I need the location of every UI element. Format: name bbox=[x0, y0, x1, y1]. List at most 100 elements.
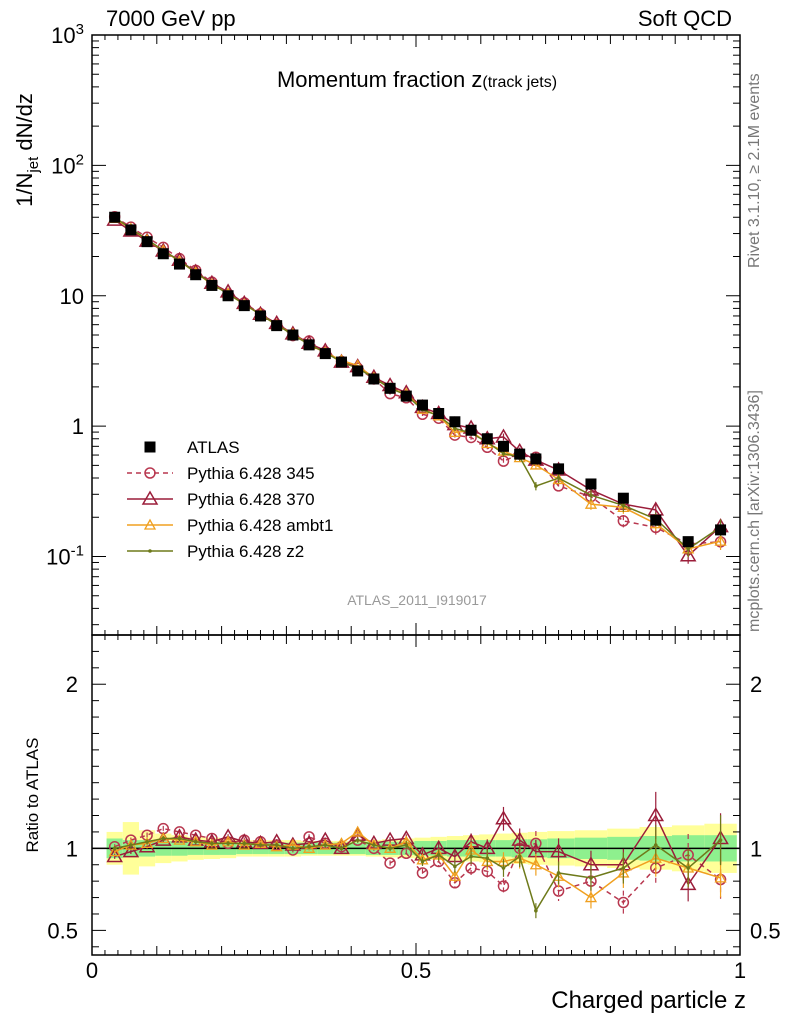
ratio-y-tick-label: 2 bbox=[66, 672, 78, 697]
pythia-z2-ratio-point bbox=[307, 844, 311, 849]
legend-label-pythia-ambt1: Pythia 6.428 ambt1 bbox=[187, 516, 333, 535]
ratio-y-tick-label-right: 1 bbox=[750, 836, 762, 861]
atlas-data-point bbox=[650, 514, 662, 526]
legend-marker-pythia-370 bbox=[141, 490, 159, 505]
pythia-z2-ratio-point bbox=[436, 853, 441, 857]
legend-label-pythia-345: Pythia 6.428 345 bbox=[187, 464, 315, 483]
atlas-data-point bbox=[190, 269, 202, 281]
atlas-data-point bbox=[303, 339, 315, 351]
atlas-data-point bbox=[433, 407, 445, 419]
analysis-id-label: ATLAS_2011_I919017 bbox=[347, 592, 487, 608]
atlas-data-point bbox=[368, 373, 380, 385]
pythia-ambt1-ratio-point bbox=[351, 825, 364, 837]
pythia-z2-ratio-point bbox=[453, 864, 457, 869]
pythia-z2-ratio-point bbox=[469, 854, 473, 859]
pythia-345-ratio-point bbox=[497, 880, 510, 892]
pythia-ambt1-ratio-point bbox=[529, 858, 542, 870]
legend-marker-atlas bbox=[144, 441, 156, 453]
ratio-axis-label: Ratio to ATLAS bbox=[23, 738, 42, 853]
atlas-data-point bbox=[157, 248, 169, 260]
pythia-z2-ratio-point bbox=[258, 843, 263, 847]
pythia-z2-ratio-point bbox=[653, 843, 658, 847]
atlas-data-point bbox=[222, 290, 234, 302]
pythia-ambt1-ratio-point bbox=[238, 838, 251, 850]
chart-title: Momentum fraction z(track jets) bbox=[277, 67, 557, 92]
pythia-370-ratio-point bbox=[550, 843, 567, 858]
pythia-z2-ratio-point bbox=[686, 866, 690, 870]
pythia-z2-ratio-point bbox=[145, 839, 149, 844]
legend-marker-pythia-345 bbox=[144, 467, 156, 479]
pythia-z2-ratio-point bbox=[129, 843, 133, 847]
pythia-z2-ratio-point bbox=[589, 876, 593, 880]
pythia-z2-ratio-point bbox=[621, 866, 626, 870]
atlas-data-point bbox=[206, 279, 218, 291]
atlas-data-point bbox=[530, 453, 542, 465]
atlas-data-point bbox=[481, 433, 493, 445]
pythia-z2-ratio-point bbox=[501, 866, 506, 870]
atlas-data-point bbox=[109, 211, 121, 223]
pythia-z2-ratio-point bbox=[177, 836, 182, 841]
pythia-ambt1-ratio-point bbox=[108, 845, 121, 857]
pythia-ambt1-main-point bbox=[714, 534, 727, 546]
pythia-z2-ratio-point bbox=[534, 908, 538, 913]
atlas-data-point bbox=[682, 536, 694, 548]
legend-label-pythia-370: Pythia 6.428 370 bbox=[187, 490, 315, 509]
atlas-data-point bbox=[254, 310, 266, 322]
pythia-370-main-point bbox=[679, 547, 697, 562]
atlas-data-point bbox=[384, 382, 396, 394]
pythia-ambt1-main-point bbox=[584, 497, 598, 509]
pythia-z2-ratio-point bbox=[556, 871, 561, 875]
atlas-data-point bbox=[585, 478, 597, 490]
pythia-370-ratio-point bbox=[381, 831, 399, 846]
pythia-ambt1-ratio-point bbox=[302, 841, 316, 853]
y-tick-label: 10-1 bbox=[46, 543, 84, 570]
atlas-data-point bbox=[287, 329, 299, 341]
pythia-z2-ratio-point bbox=[210, 841, 214, 846]
y-tick-label: 103 bbox=[51, 21, 84, 48]
pythia-z2-main-point bbox=[534, 484, 538, 488]
atlas-data-point bbox=[173, 258, 185, 270]
y-tick-label: 1 bbox=[72, 414, 84, 439]
pythia-370-ratio-point bbox=[122, 843, 140, 858]
atlas-data-point bbox=[238, 300, 250, 312]
pythia-z2-main-point bbox=[589, 493, 593, 498]
pythia-z2-main-point bbox=[453, 426, 457, 431]
atlas-data-point bbox=[416, 399, 428, 411]
ratio-y-tick-label-right: 2 bbox=[750, 672, 762, 697]
pythia-z2-main-point bbox=[686, 547, 690, 551]
pythia-370-ratio-point bbox=[252, 834, 269, 850]
pythia-ambt1-ratio-point bbox=[448, 869, 461, 881]
atlas-data-point bbox=[400, 390, 412, 402]
atlas-data-point bbox=[715, 524, 727, 536]
ratio-plot-frame bbox=[91, 634, 741, 956]
ratio-y-tick-label: 1 bbox=[66, 836, 78, 861]
pythia-z2-main-point bbox=[501, 451, 506, 456]
atlas-data-point bbox=[465, 424, 477, 436]
pythia-z2-ratio-point bbox=[242, 841, 247, 846]
pythia-z2-main-point bbox=[556, 476, 561, 480]
atlas-data-point bbox=[125, 224, 137, 236]
pythia-z2-ratio-point bbox=[355, 838, 360, 842]
atlas-data-point bbox=[352, 365, 364, 377]
header-collision-label: 7000 GeV pp bbox=[106, 6, 236, 31]
ratio-y-tick-label: 0.5 bbox=[47, 918, 78, 943]
pythia-370-ratio-point bbox=[679, 875, 697, 891]
pythia-ambt1-ratio-point bbox=[714, 871, 727, 883]
atlas-data-point bbox=[514, 448, 526, 460]
x-tick-label: 0.5 bbox=[401, 958, 432, 983]
pythia-z2-ratio-point bbox=[404, 843, 409, 847]
pythia-z2-ratio-point bbox=[274, 843, 279, 847]
pythia-z2-ratio-point bbox=[388, 846, 392, 851]
y-tick-label: 10 bbox=[60, 284, 84, 309]
pythia-z2-ratio-point bbox=[718, 838, 723, 842]
pythia-370-ratio-point bbox=[511, 831, 528, 846]
atlas-data-point bbox=[141, 236, 153, 248]
y-tick-label: 102 bbox=[51, 151, 84, 178]
pythia-345-main-point bbox=[617, 515, 630, 527]
legend-marker-pythia-ambt1 bbox=[143, 518, 157, 530]
pythia-z2-ratio-point bbox=[291, 846, 295, 851]
pythia-370-ratio-point bbox=[495, 810, 512, 825]
ratio-y-tick-label-right: 0.5 bbox=[750, 918, 781, 943]
pythia-ambt1-main-point bbox=[448, 425, 461, 437]
